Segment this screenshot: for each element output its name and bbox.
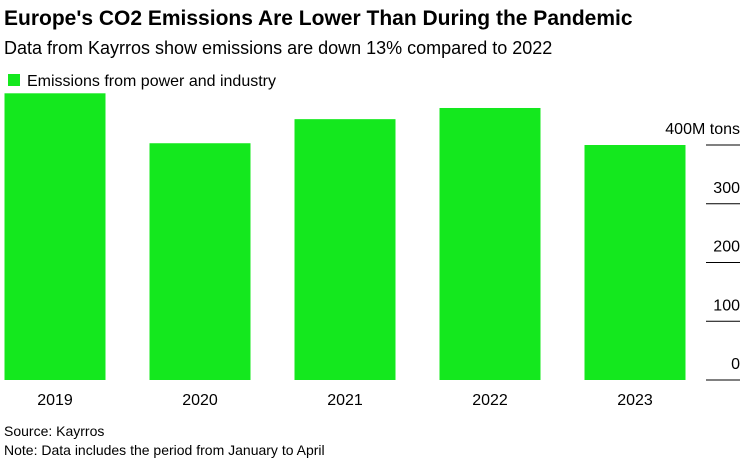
y-tick-label: 400M tons <box>665 121 740 138</box>
x-tick-label: 2023 <box>617 392 653 409</box>
bar <box>294 119 396 381</box>
legend-swatch <box>8 74 20 86</box>
y-tick-label: 300 <box>713 180 740 197</box>
bar <box>584 145 686 380</box>
x-tick-label: 2019 <box>37 392 73 409</box>
x-tick-label: 2020 <box>182 392 218 409</box>
bar <box>149 143 251 380</box>
legend-label: Emissions from power and industry <box>27 73 276 90</box>
x-tick-label: 2021 <box>327 392 363 409</box>
bar <box>4 93 106 381</box>
note: Note: Data includes the period from Janu… <box>4 442 325 458</box>
y-tick-label: 100 <box>713 297 740 314</box>
y-tick-label: 200 <box>713 239 740 256</box>
bar <box>439 107 541 381</box>
chart-title: Europe's CO2 Emissions Are Lower Than Du… <box>4 7 633 30</box>
source: Source: Kayrros <box>4 423 104 439</box>
x-tick-label: 2022 <box>472 392 508 409</box>
chart-subtitle: Data from Kayrros show emissions are dow… <box>4 38 552 58</box>
y-tick-label: 0 <box>731 356 740 373</box>
